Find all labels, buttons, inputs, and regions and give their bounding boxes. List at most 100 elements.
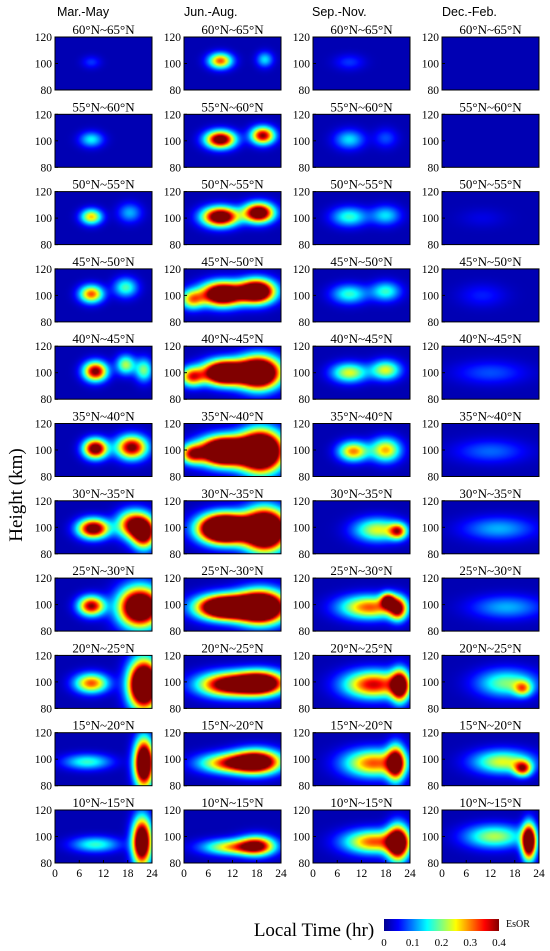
panel-title: 35°N~40°N <box>459 409 522 424</box>
heatmap-image <box>55 37 152 90</box>
panel-title: 55°N~60°N <box>459 99 522 114</box>
y-tick-label: 80 <box>41 549 53 561</box>
x-tick-label: 12 <box>485 868 497 880</box>
y-tick-label: 120 <box>164 805 182 817</box>
y-tick-label: 100 <box>35 213 53 225</box>
y-tick-label: 80 <box>41 858 53 870</box>
y-tick-label: 100 <box>35 522 53 534</box>
heatmap-panel: 60°N~65°N 120 100 80 <box>422 22 540 97</box>
season-title: Jun.-Aug. <box>184 5 238 19</box>
heatmap-panel: 40°N~45°N 120 100 80 <box>164 331 282 406</box>
panel-title: 50°N~55°N <box>330 177 393 192</box>
colorbar-label: EsOR <box>506 919 530 930</box>
y-tick-label: 80 <box>41 162 53 174</box>
colorbar-tick: 0.2 <box>435 937 449 949</box>
heatmap-panel: 35°N~40°N 120 100 80 <box>35 409 153 484</box>
y-tick-label: 120 <box>35 32 53 44</box>
y-tick-label: 100 <box>293 677 311 689</box>
colorbar-gradient <box>384 919 499 931</box>
y-tick-label: 120 <box>422 573 440 585</box>
colorbar-tick: 0 <box>381 937 387 949</box>
y-tick-label: 80 <box>428 549 440 561</box>
x-tick-label: 0 <box>52 868 58 880</box>
colorbar-tick: 0.4 <box>492 937 506 949</box>
colorbar-tick: 0.3 <box>463 937 477 949</box>
y-tick-label: 80 <box>428 626 440 638</box>
y-tick-label: 80 <box>299 626 311 638</box>
y-tick-label: 120 <box>293 32 311 44</box>
heatmap-image <box>442 37 539 90</box>
panel-title: 40°N~45°N <box>72 331 135 346</box>
panel-title: 60°N~65°N <box>201 22 264 37</box>
y-tick-label: 100 <box>35 445 53 457</box>
heatmap-panel: 10°N~15°N 120 100 800 6 12 18 24 <box>35 795 158 880</box>
panel-title: 25°N~30°N <box>330 563 393 578</box>
panel-title: 60°N~65°N <box>459 22 522 37</box>
heatmap-panel: 40°N~45°N 120 100 80 <box>422 331 540 406</box>
y-tick-label: 100 <box>164 213 182 225</box>
heatmap-image <box>184 578 281 632</box>
panel-title: 25°N~30°N <box>459 563 522 578</box>
y-tick-label: 100 <box>422 290 440 302</box>
heatmap-panel: 50°N~55°N 120 100 80 <box>422 177 540 252</box>
panel-title: 25°N~30°N <box>201 563 264 578</box>
season-title: Dec.-Feb. <box>442 5 497 19</box>
y-tick-label: 80 <box>170 549 182 561</box>
heatmap-panel: 55°N~60°N 120 100 80 <box>164 99 282 174</box>
y-tick-label: 120 <box>164 109 182 121</box>
heatmap-panel: 45°N~50°N 120 100 80 <box>293 254 411 329</box>
y-tick-label: 100 <box>35 59 53 71</box>
heatmap-image <box>442 114 539 168</box>
x-tick-label: 24 <box>146 868 158 880</box>
y-tick-label: 80 <box>428 472 440 484</box>
y-tick-label: 120 <box>293 728 311 740</box>
y-tick-label: 120 <box>293 187 311 199</box>
y-tick-label: 120 <box>164 573 182 585</box>
heatmap-image <box>313 346 410 400</box>
panel-title: 60°N~65°N <box>330 22 393 37</box>
x-tick-label: 12 <box>227 868 239 880</box>
y-tick-label: 100 <box>164 368 182 380</box>
y-tick-label: 120 <box>35 496 53 508</box>
y-tick-label: 120 <box>35 187 53 199</box>
y-axis-label: Height (km) <box>6 448 27 541</box>
heatmap-panel: 60°N~65°N 120 100 80 <box>164 22 282 97</box>
heatmap-image <box>184 37 281 90</box>
panel-title: 50°N~55°N <box>72 177 135 192</box>
y-tick-label: 100 <box>164 136 182 148</box>
panel-title: 20°N~25°N <box>459 640 522 655</box>
y-tick-label: 120 <box>293 805 311 817</box>
heatmap-panel: 30°N~35°N 120 100 80 <box>293 486 411 561</box>
y-tick-label: 100 <box>422 600 440 612</box>
y-tick-label: 80 <box>299 85 311 97</box>
y-tick-label: 80 <box>299 549 311 561</box>
y-tick-label: 100 <box>164 59 182 71</box>
y-tick-label: 100 <box>35 600 53 612</box>
panel-title: 40°N~45°N <box>330 331 393 346</box>
heatmap-panel: 50°N~55°N 120 100 80 <box>293 177 411 252</box>
heatmap-panel: 60°N~65°N 120 100 80 <box>293 22 411 97</box>
y-tick-label: 100 <box>293 290 311 302</box>
y-tick-label: 100 <box>164 832 182 844</box>
heatmap-image <box>442 423 539 477</box>
y-tick-label: 80 <box>428 858 440 870</box>
heatmap-image <box>313 578 410 632</box>
heatmap-image <box>184 810 281 863</box>
heatmap-panel: 35°N~40°N 120 100 80 <box>164 409 282 484</box>
heatmap-image <box>55 268 152 322</box>
heatmap-panel: 35°N~40°N 120 100 80 <box>422 409 540 484</box>
colorbar: EsOR 0 0.1 0.2 0.3 0.4 <box>381 919 530 949</box>
y-tick-label: 80 <box>170 472 182 484</box>
y-tick-label: 80 <box>299 394 311 406</box>
y-tick-label: 100 <box>35 832 53 844</box>
season-title: Sep.-Nov. <box>312 5 367 19</box>
x-axis-label: Local Time (hr) <box>254 920 374 941</box>
y-tick-label: 80 <box>299 781 311 793</box>
y-tick-label: 120 <box>164 341 182 353</box>
heatmap-image <box>184 655 281 709</box>
panel-title: 55°N~60°N <box>201 99 264 114</box>
panel-title: 40°N~45°N <box>201 331 264 346</box>
x-tick-label: 18 <box>251 868 263 880</box>
heatmap-image <box>184 191 281 245</box>
panel-grid: 60°N~65°N1201008060°N~65°N1201008060°N~6… <box>35 22 545 880</box>
